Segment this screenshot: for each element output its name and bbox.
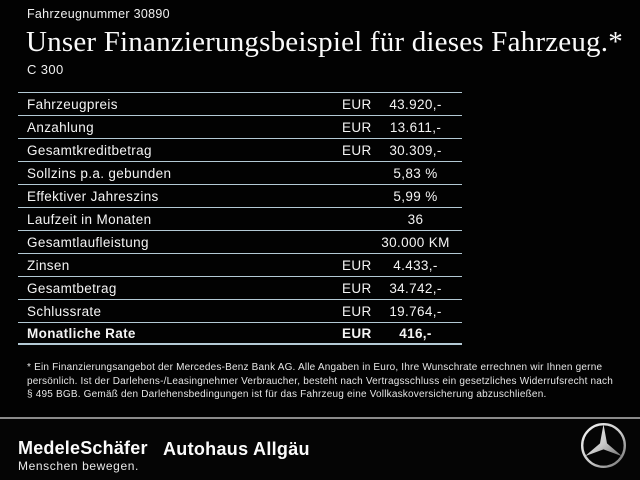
row-value: 19.764,- <box>389 303 442 319</box>
row-label: Zinsen <box>27 257 70 273</box>
row-value: 34.742,- <box>389 280 442 296</box>
dealer-logo: MedeleSchäfer <box>18 438 148 458</box>
row-label: Laufzeit in Monaten <box>27 211 152 227</box>
row-value: 30.000 KM <box>381 234 450 250</box>
row-label: Anzahlung <box>27 119 94 135</box>
row-value: 13.611,- <box>389 119 442 135</box>
table-row: Gesamtkreditbetrag EUR 30.309,- <box>18 138 462 161</box>
row-label: Gesamtbetrag <box>27 280 117 296</box>
row-value: 416,- <box>399 325 432 341</box>
table-row-monthly-rate: Monatliche Rate EUR 416,- <box>18 322 462 345</box>
row-label: Schlussrate <box>27 303 102 319</box>
dealer-logo-secondary: Autohaus Allgäu <box>163 439 310 459</box>
row-label: Effektiver Jahreszins <box>27 188 159 204</box>
row-currency: EUR <box>342 303 372 319</box>
table-row: Gesamtbetrag EUR 34.742,- <box>18 276 462 299</box>
model-name: C 300 <box>27 62 64 77</box>
table-row: Gesamtlaufleistung 30.000 KM <box>18 230 462 253</box>
row-value: 43.920,- <box>389 96 442 112</box>
row-value: 36 <box>407 211 424 227</box>
vehicle-number: Fahrzeugnummer 30890 <box>27 7 170 21</box>
financing-table: Fahrzeugpreis EUR 43.920,- Anzahlung EUR… <box>18 92 462 345</box>
row-currency: EUR <box>342 96 372 112</box>
table-row: Fahrzeugpreis EUR 43.920,- <box>18 92 462 115</box>
table-row: Laufzeit in Monaten 36 <box>18 207 462 230</box>
row-currency: EUR <box>342 257 372 273</box>
row-currency: EUR <box>342 119 372 135</box>
footer: MedeleSchäfer Menschen bewegen. Autohaus… <box>0 419 640 480</box>
table-row: Sollzins p.a. gebunden 5,83 % <box>18 161 462 184</box>
row-label: Gesamtlaufleistung <box>27 234 149 250</box>
row-currency: EUR <box>342 325 372 341</box>
row-label: Sollzins p.a. gebunden <box>27 165 172 181</box>
row-label: Fahrzeugpreis <box>27 96 118 112</box>
row-value: 5,83 % <box>393 165 438 181</box>
row-value: 4.433,- <box>393 257 438 273</box>
row-value: 30.309,- <box>389 142 442 158</box>
footnote-text: * Ein Finanzierungsangebot der Mercedes-… <box>27 362 614 400</box>
table-row: Anzahlung EUR 13.611,- <box>18 115 462 138</box>
page-title: Unser Finanzierungsbeispiel für dieses F… <box>26 26 623 58</box>
table-row: Schlussrate EUR 19.764,- <box>18 299 462 322</box>
mercedes-star-icon <box>579 421 628 470</box>
row-currency: EUR <box>342 280 372 296</box>
row-label: Monatliche Rate <box>27 325 136 341</box>
row-currency: EUR <box>342 142 372 158</box>
footer-divider <box>0 417 640 419</box>
row-label: Gesamtkreditbetrag <box>27 142 152 158</box>
row-value: 5,99 % <box>393 188 438 204</box>
dealer-tagline: Menschen bewegen. <box>18 459 139 473</box>
table-row: Zinsen EUR 4.433,- <box>18 253 462 276</box>
table-row: Effektiver Jahreszins 5,99 % <box>18 184 462 207</box>
